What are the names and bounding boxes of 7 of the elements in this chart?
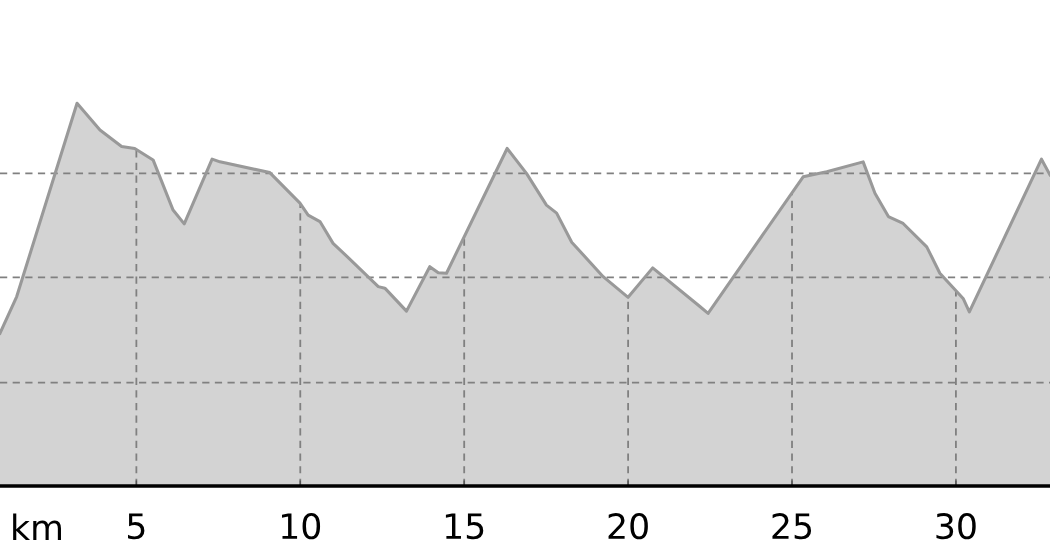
x-tick-label: 20 — [608, 513, 648, 540]
x-tick-label: 25 — [772, 513, 812, 540]
x-axis-title: km — [13, 513, 61, 540]
x-tick-label: 10 — [282, 513, 321, 540]
x-tick-label: 5 — [128, 513, 145, 540]
x-tick-label: 30 — [936, 513, 976, 540]
x-tick-label: 15 — [445, 513, 484, 540]
